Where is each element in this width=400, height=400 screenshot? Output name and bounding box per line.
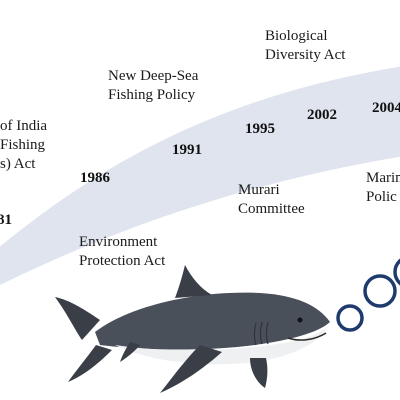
year-label: 2004 <box>372 100 400 116</box>
shark-illustration <box>55 265 330 393</box>
year-label: 81 <box>0 212 12 228</box>
year-label: 1991 <box>172 142 202 158</box>
event-label: Biological Diversity Act <box>265 28 346 63</box>
bubble-medium <box>363 274 397 308</box>
event-label: Marin Polic <box>366 170 400 205</box>
event-label: of India Fishing s) Act <box>0 118 48 172</box>
event-label: Murari Committee <box>238 182 305 217</box>
event-label: New Deep-Sea Fishing Policy <box>108 68 199 103</box>
timeline-band <box>0 66 400 286</box>
event-label: Environment Protection Act <box>79 234 166 269</box>
year-label: 2002 <box>307 107 337 123</box>
year-label: 1986 <box>80 170 110 186</box>
bubble-large <box>393 258 400 286</box>
bubble-small <box>336 304 364 332</box>
year-label: 1995 <box>245 121 275 137</box>
